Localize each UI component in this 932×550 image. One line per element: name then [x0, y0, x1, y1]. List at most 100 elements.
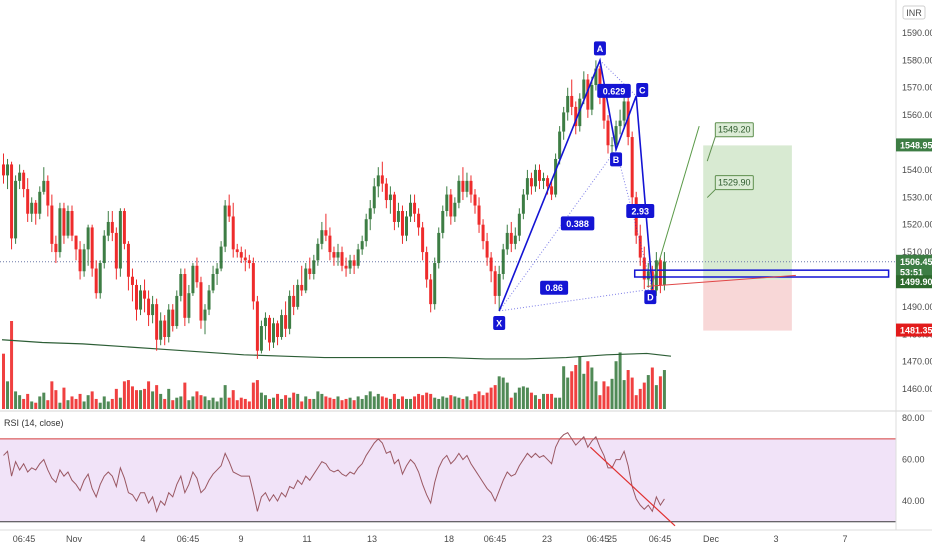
volume-bar — [110, 398, 114, 409]
volume-bar — [662, 370, 666, 409]
volume-bar — [638, 388, 642, 409]
candle-body — [320, 230, 324, 244]
volume-bar — [215, 401, 219, 409]
volume-bar — [473, 393, 477, 409]
volume-bar — [195, 391, 199, 409]
volume-bar — [2, 353, 5, 409]
time-tick-label: 06:45 — [649, 534, 672, 544]
candle-body — [102, 235, 106, 264]
entry-box — [633, 269, 890, 278]
currency-badge[interactable] — [902, 5, 926, 20]
candle-body — [477, 205, 481, 225]
candle-body — [267, 317, 271, 343]
volume-bar — [409, 398, 413, 409]
volume-bar — [481, 395, 485, 409]
candle-body — [505, 232, 509, 250]
volume-bar — [6, 381, 10, 409]
volume-bar — [400, 396, 404, 409]
volume-bar — [537, 398, 541, 409]
volume-bar — [558, 397, 562, 409]
rsi-tick-label: 40.00 — [902, 496, 925, 506]
note-pointer — [706, 189, 716, 198]
volume-bar — [147, 381, 151, 409]
price-tag-box — [896, 138, 932, 152]
candle-body — [590, 85, 594, 110]
ratio-box — [626, 204, 655, 218]
candle-body — [215, 268, 219, 274]
candle-body — [134, 284, 138, 310]
volume-bar — [159, 393, 163, 409]
candle-body — [247, 260, 251, 264]
volume-bar — [425, 392, 429, 409]
volume-bar — [70, 396, 74, 409]
volume-bar — [626, 370, 630, 409]
volume-bar — [570, 371, 574, 409]
candle-body — [368, 208, 372, 220]
volume-bar — [304, 396, 308, 409]
volume-bar — [630, 377, 634, 409]
volume-bar — [388, 398, 392, 409]
volume-bar — [251, 382, 255, 409]
price-tick-label: 1490.00 — [902, 302, 932, 312]
time-tick-label: Nov — [66, 534, 83, 544]
projection-line — [650, 125, 700, 290]
candle-body — [98, 263, 102, 294]
volume-bar — [58, 402, 62, 409]
candle-body — [405, 216, 408, 236]
volume-bar — [509, 397, 513, 409]
candle-body — [509, 232, 513, 244]
volume-moving-average — [1, 339, 672, 360]
volume-bar — [348, 397, 352, 409]
candle-body — [251, 263, 255, 302]
candle-body — [622, 101, 626, 121]
volume-bar — [114, 388, 118, 409]
candle-body — [106, 221, 110, 236]
volume-bar — [449, 395, 453, 409]
time-tick-label: 11 — [302, 534, 311, 544]
volume-bar — [46, 400, 50, 409]
volume-bar — [550, 393, 554, 409]
candle-body — [469, 180, 473, 195]
volume-bar — [356, 396, 360, 409]
ratio-label: 0.86 — [545, 283, 563, 293]
volume-bar — [183, 382, 187, 409]
volume-bar — [211, 397, 215, 409]
volume-bar — [66, 400, 70, 409]
price-tick-label: 1570.00 — [902, 83, 932, 93]
volume-bar — [308, 398, 312, 409]
volume-bar — [167, 388, 171, 409]
volume-bar — [62, 387, 66, 409]
candle-body — [34, 202, 38, 214]
volume-bar — [259, 392, 263, 409]
volume-bar — [296, 393, 300, 409]
candle-body — [465, 180, 469, 192]
candle-body — [312, 260, 316, 274]
volume-bar — [485, 392, 489, 409]
volume-bar — [654, 385, 658, 409]
volume-bar — [461, 398, 465, 409]
candle-body — [485, 241, 489, 258]
candle-body — [421, 227, 425, 253]
candle-body — [429, 279, 433, 305]
volume-bar — [243, 398, 247, 409]
candle-body — [457, 180, 461, 203]
candle-body — [179, 274, 183, 296]
candle-body — [42, 180, 46, 192]
candle-body — [481, 224, 485, 242]
time-tick-label: 23 — [542, 534, 552, 544]
volume-bar — [352, 400, 356, 409]
candle-body — [54, 243, 58, 253]
position-zones — [703, 145, 792, 331]
volume-bar — [78, 393, 82, 409]
ratio-label: 0.388 — [566, 219, 589, 229]
volume-bar — [445, 397, 449, 409]
candle-body — [70, 211, 74, 236]
volume-bar — [235, 400, 239, 409]
candle-body — [308, 268, 312, 274]
pattern-point-x-box — [493, 315, 506, 330]
volume-bar — [300, 401, 304, 409]
candle-body — [110, 221, 114, 233]
volume-bar — [477, 391, 481, 409]
